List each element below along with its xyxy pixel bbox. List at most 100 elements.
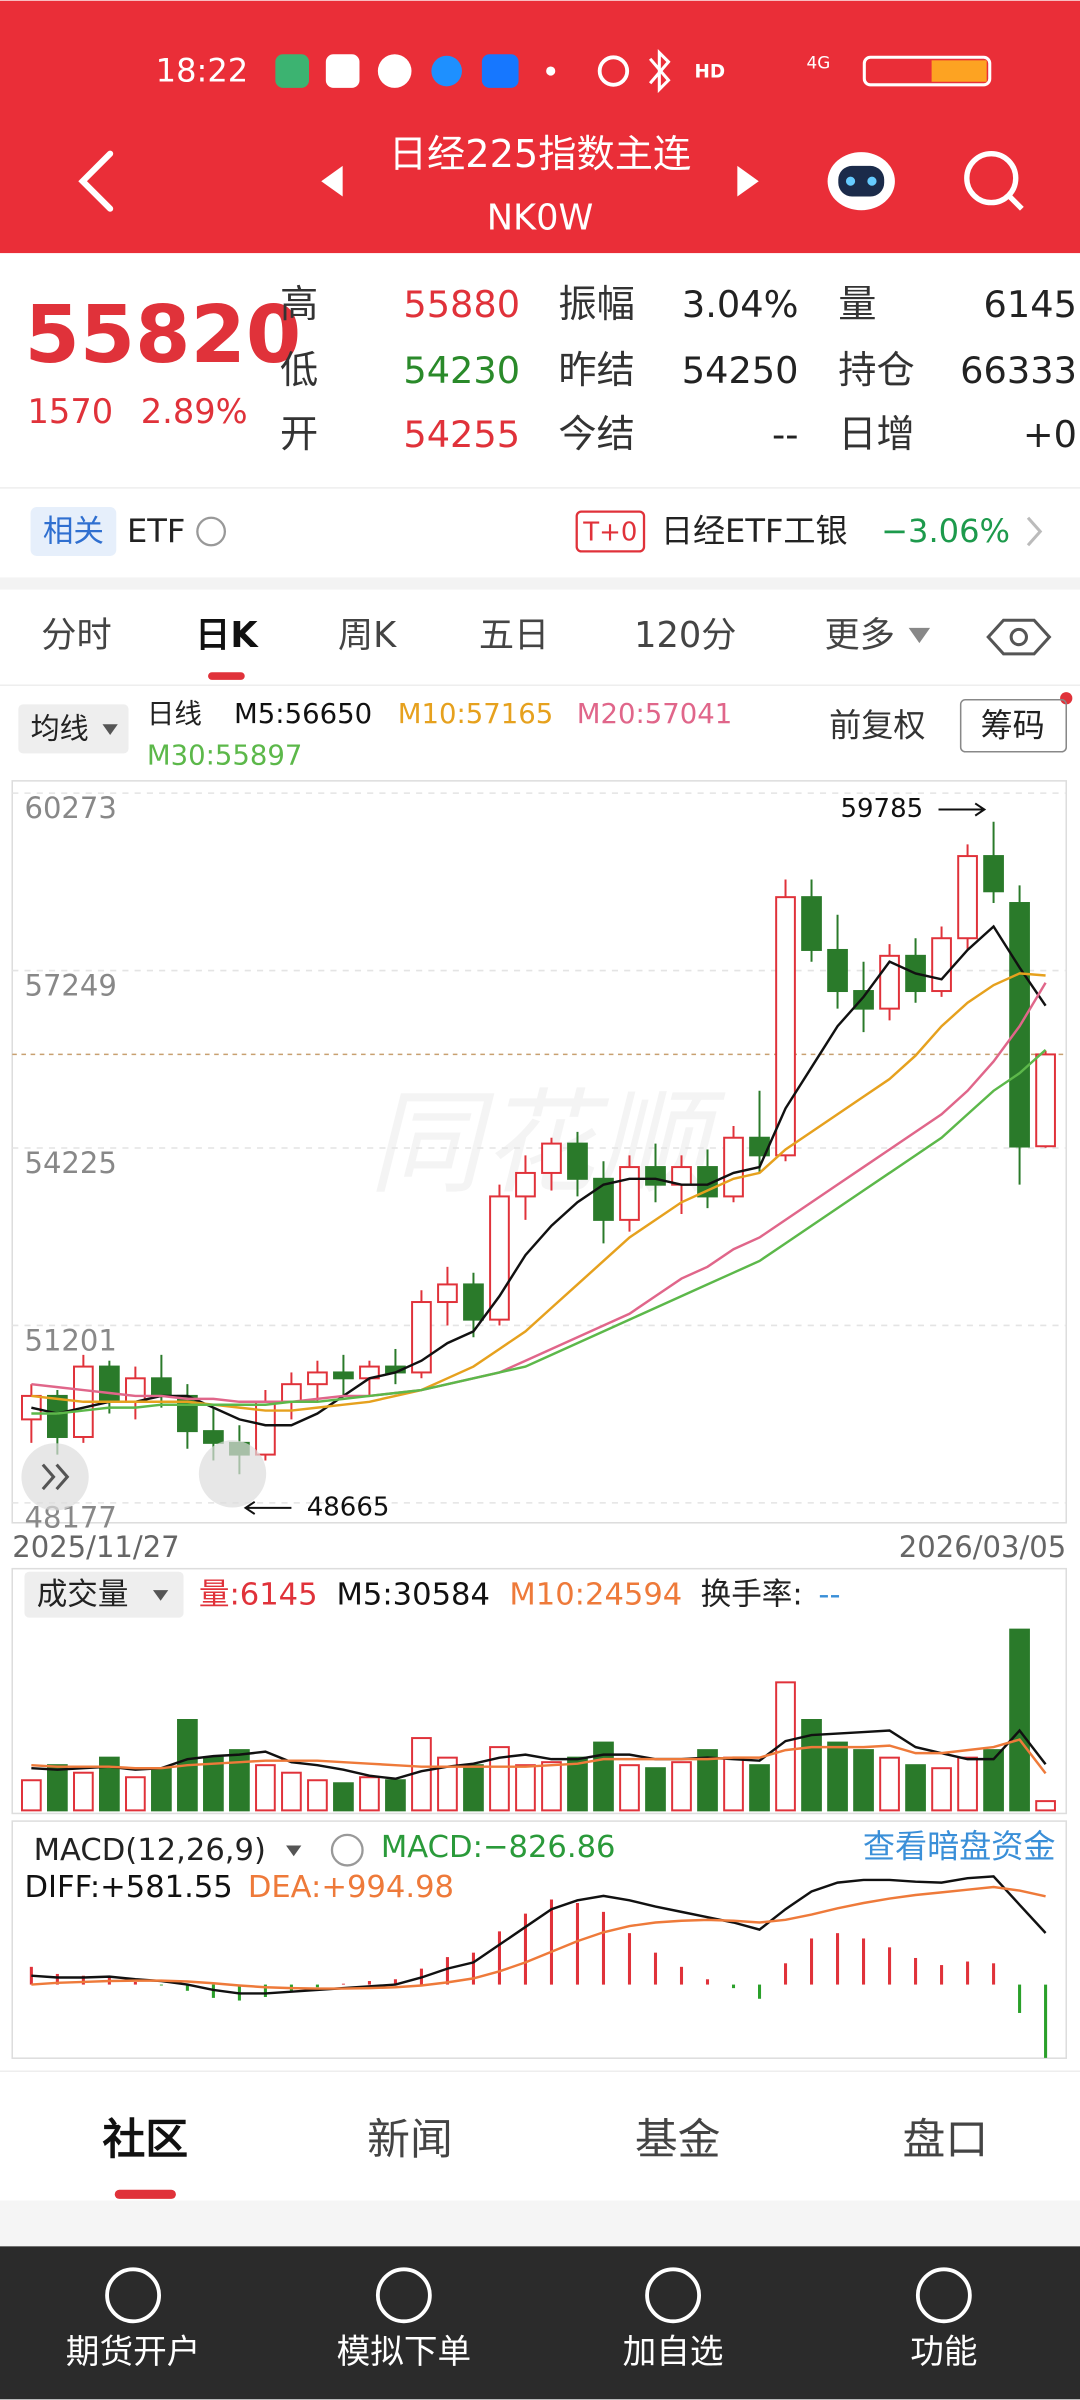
- etf-label: ETF: [127, 512, 185, 550]
- footer-label[interactable]: 模拟下单: [337, 2332, 472, 2371]
- footer-icon[interactable]: [915, 2267, 972, 2324]
- prev-contract[interactable]: [321, 165, 343, 197]
- volume-bar: [983, 1749, 1004, 1812]
- bottom-tab[interactable]: 基金: [635, 2115, 721, 2165]
- etf-tag-bg: [30, 507, 117, 556]
- divider: [0, 2070, 1080, 2072]
- volume-indicator[interactable]: 成交量: [37, 1578, 129, 1613]
- volume-ma-line: [31, 1738, 1047, 1775]
- status-icons: [275, 48, 992, 94]
- chips-button[interactable]: 筹码: [981, 706, 1045, 744]
- indicator-bg[interactable]: [24, 1571, 184, 1618]
- change: 1570: [28, 392, 114, 431]
- footer-label[interactable]: 加自选: [623, 2332, 724, 2371]
- volume-bar: [593, 1741, 614, 1812]
- volume-bar: [879, 1756, 900, 1812]
- adjust[interactable]: 前复权: [829, 706, 925, 744]
- bottom-tab[interactable]: 社区: [102, 2115, 188, 2165]
- tab[interactable]: 120分: [634, 615, 736, 656]
- volume-bar: [749, 1764, 770, 1812]
- footer-label[interactable]: 期货开户: [66, 2332, 201, 2371]
- volume-bar: [853, 1749, 874, 1812]
- footer-icon[interactable]: [375, 2267, 432, 2324]
- candle-body: [567, 1142, 588, 1180]
- volume-bar: [1035, 1800, 1056, 1812]
- tab[interactable]: 分时: [41, 615, 111, 656]
- volume-bar: [827, 1741, 848, 1812]
- footer-label[interactable]: 功能: [910, 2332, 977, 2371]
- t0-box: [575, 510, 646, 553]
- candle-body: [827, 948, 848, 993]
- volume-bar: [463, 1764, 484, 1812]
- annotation: 59785: [840, 794, 923, 824]
- dark-pool-link[interactable]: 查看暗盘资金: [863, 1828, 1056, 1866]
- macd-indicator[interactable]: MACD(12,26,9): [34, 1833, 266, 1868]
- tab[interactable]: 周K: [338, 615, 397, 656]
- divider: [0, 487, 1080, 489]
- field-label: 振幅: [558, 283, 634, 327]
- field-value: 55880: [403, 283, 520, 326]
- chevron: [1026, 516, 1043, 547]
- status-network: 4G: [807, 52, 831, 72]
- legend-entry: M10:24594: [509, 1578, 682, 1613]
- legend-entry: M20:57041: [577, 698, 733, 730]
- volume-bar: [489, 1746, 510, 1812]
- candle-body: [125, 1377, 146, 1403]
- candle-body: [203, 1430, 224, 1444]
- macd-line: [31, 1885, 1046, 1990]
- help-icon[interactable]: [330, 1833, 364, 1867]
- ma-button[interactable]: 均线: [31, 711, 89, 745]
- field-value: 66333: [960, 349, 1077, 392]
- field-label: 昨结: [558, 349, 634, 393]
- volume-bar: [671, 1761, 692, 1812]
- footer-icon[interactable]: [645, 2267, 702, 2324]
- expand-button[interactable]: [198, 1440, 267, 1508]
- macd-frame: [11, 1820, 1067, 2059]
- next-contract[interactable]: [737, 165, 759, 197]
- field-value: --: [772, 413, 799, 456]
- help-icon[interactable]: [196, 516, 227, 547]
- chips-button-bg[interactable]: [959, 699, 1067, 753]
- candle-body: [307, 1371, 328, 1386]
- tab[interactable]: 五日: [479, 615, 549, 656]
- collapse-icon: [41, 1463, 70, 1491]
- field-label: 高: [280, 283, 318, 327]
- legend-entry: DIFF:+581.55: [24, 1870, 232, 1905]
- ma-button-bg[interactable]: [18, 704, 129, 754]
- volume-bar: [957, 1756, 978, 1812]
- tab[interactable]: 日K: [195, 615, 259, 656]
- volume-bar: [99, 1756, 120, 1812]
- volume-bar: [255, 1764, 276, 1812]
- volume-current: 量:6145: [199, 1578, 318, 1613]
- settings-icon[interactable]: [986, 618, 1052, 656]
- volume-bar: [73, 1771, 94, 1812]
- annotation-arrow: [243, 1500, 292, 1515]
- footer-icon[interactable]: [105, 2267, 162, 2324]
- bottom-tab[interactable]: 盘口: [903, 2115, 989, 2165]
- volume-bar: [385, 1779, 406, 1812]
- field-label: 量: [838, 283, 876, 327]
- bottom-tab[interactable]: 新闻: [367, 2115, 453, 2165]
- etf-name[interactable]: 日经ETF工银: [661, 512, 848, 550]
- y-tick-label: 57249: [24, 968, 116, 1002]
- header-bg: [0, 0, 1080, 254]
- candle-body: [99, 1365, 120, 1403]
- field-label: 日增: [838, 413, 914, 457]
- search-button[interactable]: [964, 150, 1024, 211]
- volume-bar: [541, 1761, 562, 1812]
- back-button[interactable]: [78, 150, 114, 212]
- volume-bar: [567, 1756, 588, 1812]
- volume-frame: [11, 1567, 1067, 1815]
- gap: [0, 577, 1080, 590]
- assistant-button[interactable]: [827, 152, 895, 211]
- candle-body: [723, 1136, 744, 1198]
- legend-entry: M30:55897: [147, 739, 303, 771]
- gap: [0, 2200, 1080, 2247]
- volume-bar: [281, 1771, 302, 1812]
- volume-bar: [359, 1776, 380, 1812]
- change-pct: 2.89%: [141, 392, 248, 431]
- tab[interactable]: 更多: [825, 615, 895, 656]
- volume-bar: [697, 1749, 718, 1812]
- period: 日线: [147, 698, 202, 730]
